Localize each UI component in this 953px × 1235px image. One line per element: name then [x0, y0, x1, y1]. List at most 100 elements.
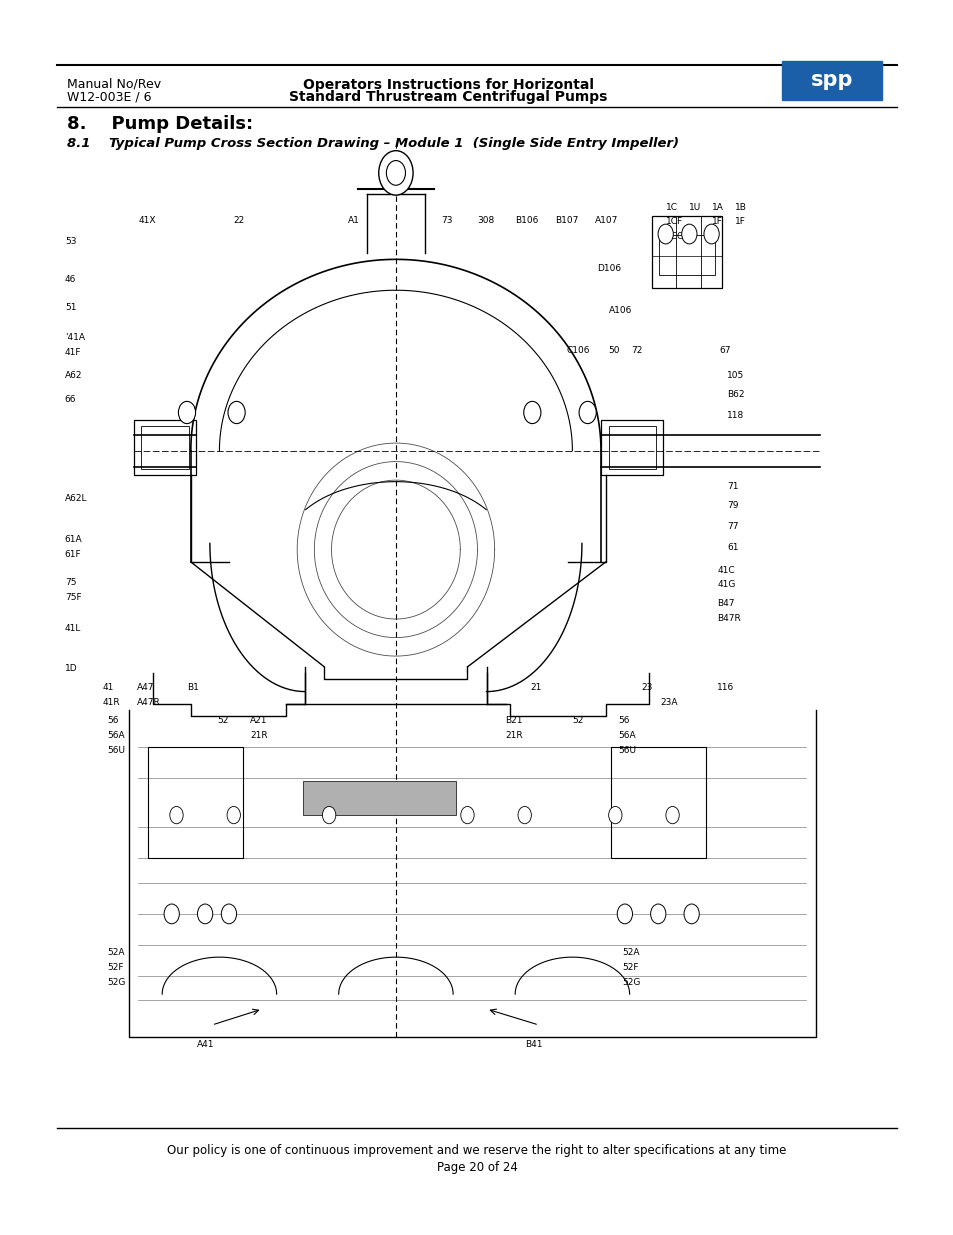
- Text: 56A: 56A: [107, 731, 124, 740]
- Text: 51: 51: [65, 303, 76, 311]
- Text: 41G: 41G: [717, 580, 735, 589]
- Text: Manual No/Rev: Manual No/Rev: [67, 78, 161, 91]
- Text: 116: 116: [717, 683, 734, 692]
- Text: 75: 75: [65, 578, 76, 587]
- Circle shape: [665, 806, 679, 824]
- Bar: [608, 426, 656, 469]
- Text: 61A: 61A: [65, 535, 82, 543]
- Text: 50: 50: [608, 346, 619, 354]
- Circle shape: [221, 904, 236, 924]
- Circle shape: [608, 806, 621, 824]
- Circle shape: [378, 151, 413, 195]
- Text: 1B: 1B: [734, 203, 745, 211]
- Text: 61: 61: [726, 543, 738, 552]
- Text: A62L: A62L: [65, 494, 88, 503]
- Text: 105: 105: [726, 370, 743, 379]
- Text: 21R: 21R: [250, 731, 267, 740]
- Text: 8.    Pump Details:: 8. Pump Details:: [67, 115, 253, 133]
- Text: A62: A62: [65, 370, 82, 379]
- Text: 56: 56: [618, 716, 629, 725]
- Text: B62: B62: [726, 390, 743, 399]
- Text: 73: 73: [441, 216, 453, 225]
- Text: 56U: 56U: [107, 746, 125, 755]
- Text: 56U: 56U: [618, 746, 636, 755]
- Text: B1: B1: [187, 683, 198, 692]
- Circle shape: [322, 806, 335, 824]
- Text: A47R: A47R: [137, 698, 161, 706]
- Text: B21: B21: [505, 716, 522, 725]
- Circle shape: [683, 904, 699, 924]
- Text: D106: D106: [597, 264, 620, 273]
- Text: 41R: 41R: [103, 698, 120, 706]
- Text: B107: B107: [555, 216, 578, 225]
- Text: Our policy is one of continuous improvement and we reserve the right to alter sp: Our policy is one of continuous improvem…: [167, 1144, 786, 1157]
- Text: B41: B41: [524, 1040, 541, 1049]
- Text: 308: 308: [476, 216, 494, 225]
- Circle shape: [617, 904, 632, 924]
- Circle shape: [658, 225, 673, 245]
- Text: 118: 118: [726, 411, 743, 420]
- Text: B47R: B47R: [717, 614, 740, 622]
- Bar: [133, 420, 195, 475]
- Text: A21: A21: [250, 716, 267, 725]
- Text: 8.1    Typical Pump Cross Section Drawing – Module 1  (Single Side Entry Impelle: 8.1 Typical Pump Cross Section Drawing –…: [67, 137, 679, 151]
- Circle shape: [164, 904, 179, 924]
- Text: '41A: '41A: [65, 333, 85, 342]
- Text: 56: 56: [107, 716, 118, 725]
- Circle shape: [517, 806, 531, 824]
- Text: 1F: 1F: [734, 217, 744, 226]
- Text: B47: B47: [717, 599, 734, 608]
- Text: A1: A1: [348, 216, 359, 225]
- Text: 1CF: 1CF: [665, 217, 682, 226]
- Text: 77: 77: [726, 522, 738, 531]
- Circle shape: [681, 225, 697, 245]
- Bar: [303, 781, 456, 815]
- Text: 66: 66: [65, 395, 76, 404]
- Text: 41F: 41F: [65, 348, 81, 357]
- Text: 52: 52: [572, 716, 583, 725]
- Circle shape: [386, 161, 405, 185]
- Text: 61F: 61F: [65, 550, 81, 558]
- Text: 1A: 1A: [711, 203, 722, 211]
- Text: 52A: 52A: [107, 948, 124, 957]
- Bar: [659, 235, 714, 275]
- Text: 46: 46: [65, 275, 76, 284]
- Text: C106: C106: [566, 346, 590, 354]
- Text: A106: A106: [608, 306, 632, 315]
- Text: A107: A107: [595, 216, 618, 225]
- Bar: [610, 747, 705, 858]
- Text: 41C: 41C: [717, 566, 734, 574]
- Text: 52F: 52F: [107, 963, 123, 972]
- Text: 22: 22: [233, 216, 245, 225]
- Text: 41X: 41X: [138, 216, 155, 225]
- Text: 79: 79: [726, 501, 738, 510]
- Circle shape: [178, 401, 195, 424]
- Text: 52G: 52G: [107, 978, 125, 987]
- Bar: [148, 747, 243, 858]
- Text: 23A: 23A: [659, 698, 677, 706]
- Text: W12-003E / 6: W12-003E / 6: [67, 90, 152, 104]
- Circle shape: [703, 225, 719, 245]
- Text: 67: 67: [719, 346, 730, 354]
- Text: 41L: 41L: [65, 624, 81, 632]
- Text: 1U: 1U: [688, 203, 700, 211]
- Text: 52G: 52G: [621, 978, 639, 987]
- Text: 1D: 1D: [65, 664, 77, 673]
- Circle shape: [578, 401, 596, 424]
- Circle shape: [227, 806, 240, 824]
- Circle shape: [523, 401, 540, 424]
- Text: 75F: 75F: [65, 593, 81, 601]
- Text: Standard Thrustream Centrifugal Pumps: Standard Thrustream Centrifugal Pumps: [289, 90, 607, 104]
- Circle shape: [460, 806, 474, 824]
- Circle shape: [650, 904, 665, 924]
- Text: 23: 23: [640, 683, 652, 692]
- Text: Page 20 of 24: Page 20 of 24: [436, 1161, 517, 1174]
- Text: A41: A41: [196, 1040, 213, 1049]
- Text: 53: 53: [65, 237, 76, 246]
- Text: 72: 72: [631, 346, 642, 354]
- Text: B106: B106: [515, 216, 538, 225]
- Circle shape: [170, 806, 183, 824]
- Text: 52F: 52F: [621, 963, 638, 972]
- Bar: [651, 216, 721, 288]
- Text: 1CG: 1CG: [665, 232, 684, 241]
